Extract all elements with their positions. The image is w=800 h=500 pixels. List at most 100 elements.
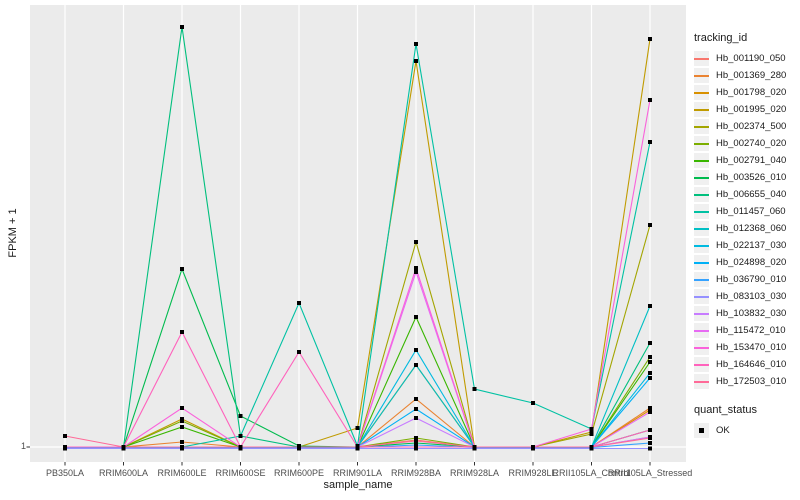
legend-key-line-icon — [694, 204, 709, 219]
legend-entry-label: Hb_001369_280 — [716, 70, 787, 81]
data-point-marker — [472, 387, 477, 391]
data-points — [63, 25, 652, 451]
data-point-marker — [414, 436, 418, 440]
y-tick-label: 1 — [20, 441, 26, 451]
data-point-marker — [180, 419, 184, 423]
data-point-marker — [180, 406, 184, 410]
legend-key-line-icon — [694, 187, 709, 202]
legend-entry-label: Hb_003526_010 — [716, 172, 787, 183]
data-point-marker — [180, 267, 184, 271]
y-axis-title: FPKM + 1 — [7, 208, 19, 258]
data-point-marker — [180, 445, 184, 449]
quant-ok-square-icon — [694, 423, 709, 438]
legend-entry-label: Hb_001798_020 — [716, 87, 787, 98]
legend-entry-quant-ok: OK — [694, 422, 798, 439]
legend-entry-label: Hb_153470_010 — [716, 342, 787, 353]
legend-entry-Hb_012368_060: Hb_012368_060 — [694, 220, 798, 237]
data-point-marker — [238, 434, 243, 438]
legend-entry-Hb_172503_010: Hb_172503_010 — [694, 373, 798, 390]
legend-entry-label: Hb_002374_500 — [716, 121, 787, 132]
legend-key-line-icon — [694, 255, 709, 270]
data-point-marker — [414, 270, 418, 274]
data-point-marker — [472, 445, 477, 449]
data-point-marker — [648, 446, 652, 451]
data-point-marker — [180, 440, 184, 444]
data-point-marker — [648, 223, 652, 227]
legend-key-line-icon — [694, 170, 709, 185]
x-tick-label: RRIM600SE — [215, 468, 266, 478]
legend-entry-label: Hb_011457_060 — [716, 206, 786, 217]
data-point-marker — [414, 439, 418, 443]
legend-entry-label: Hb_012368_060 — [716, 223, 787, 234]
legend-entry-Hb_103832_030: Hb_103832_030 — [694, 305, 798, 322]
data-point-marker — [414, 445, 418, 449]
data-point-marker — [63, 445, 67, 449]
data-point-marker — [648, 37, 652, 41]
legend-key-line-icon — [694, 221, 709, 236]
data-point-marker — [297, 350, 301, 354]
data-point-marker — [414, 348, 418, 352]
x-tick-label: RRIM600LE — [157, 468, 207, 478]
legend-entry-Hb_001995_020: Hb_001995_020 — [694, 101, 798, 118]
data-point-marker — [414, 240, 418, 244]
data-point-marker — [589, 445, 594, 449]
legend-entry-Hb_022137_030: Hb_022137_030 — [694, 237, 798, 254]
x-axis-title: sample_name — [323, 479, 393, 491]
legend-title-tracking-id: tracking_id — [694, 32, 748, 44]
data-point-marker — [180, 425, 184, 429]
data-point-marker — [180, 25, 184, 29]
legend-key-line-icon — [694, 357, 709, 372]
legend-entry-Hb_024898_020: Hb_024898_020 — [694, 254, 798, 271]
legend-entry-label: Hb_001190_050 — [716, 53, 786, 64]
x-tick-label: RRIM901LA — [332, 468, 383, 478]
legend-entry-label: Hb_115472_010 — [716, 325, 786, 336]
data-point-marker — [648, 360, 652, 364]
legend-key-line-icon — [694, 51, 709, 66]
data-point-marker — [648, 304, 652, 308]
data-point-marker — [355, 426, 360, 430]
legend-key-line-icon — [694, 102, 709, 117]
data-point-marker — [648, 436, 652, 440]
data-point-marker — [648, 376, 652, 380]
legend-entry-Hb_001369_280: Hb_001369_280 — [694, 67, 798, 84]
legend-entries: Hb_001190_050 Hb_001369_280 Hb_001798_020 H… — [694, 50, 798, 390]
data-point-marker — [180, 330, 184, 334]
legend-entry-label: OK — [716, 425, 730, 436]
legend-entry-label: Hb_006655_040 — [716, 189, 787, 200]
data-point-marker — [531, 401, 535, 405]
legend-key-line-icon — [694, 136, 709, 151]
legend: tracking_id Hb_001190_050 Hb_001369_280 Hb… — [694, 32, 798, 439]
legend-entry-Hb_164646_010: Hb_164646_010 — [694, 356, 798, 373]
data-point-marker — [648, 355, 652, 359]
data-point-marker — [414, 397, 418, 401]
legend-key-line-icon — [694, 119, 709, 134]
legend-entry-label: Hb_083103_030 — [716, 291, 787, 302]
data-point-marker — [414, 42, 418, 46]
legend-entry-label: Hb_103832_030 — [716, 308, 787, 319]
data-point-marker — [648, 371, 652, 375]
legend-entry-Hb_002740_020: Hb_002740_020 — [694, 135, 798, 152]
legend-entry-label: Hb_024898_020 — [716, 257, 787, 268]
legend-key-line-icon — [694, 374, 709, 389]
x-tick-label: RRIM600LA — [98, 468, 149, 478]
legend-entry-label: Hb_002791_040 — [716, 155, 787, 166]
data-point-marker — [414, 407, 418, 411]
legend-key-line-icon — [694, 340, 709, 355]
data-point-marker — [121, 445, 126, 449]
data-point-marker — [589, 432, 594, 436]
legend-entry-Hb_036790_010: Hb_036790_010 — [694, 271, 798, 288]
legend-entry-Hb_002791_040: Hb_002791_040 — [694, 152, 798, 169]
x-tick-label: RRII105LA_Stressed — [607, 468, 693, 478]
data-point-marker — [414, 315, 418, 319]
data-point-marker — [297, 445, 301, 449]
data-point-marker — [414, 59, 418, 63]
data-point-marker — [238, 445, 243, 449]
data-point-marker — [414, 266, 418, 270]
legend-key-line-icon — [694, 289, 709, 304]
legend-entry-label: Hb_002740_020 — [716, 138, 787, 149]
data-point-marker — [238, 414, 243, 418]
legend-entry-Hb_083103_030: Hb_083103_030 — [694, 288, 798, 305]
data-point-marker — [414, 363, 418, 367]
legend-entry-label: Hb_022137_030 — [716, 240, 787, 251]
